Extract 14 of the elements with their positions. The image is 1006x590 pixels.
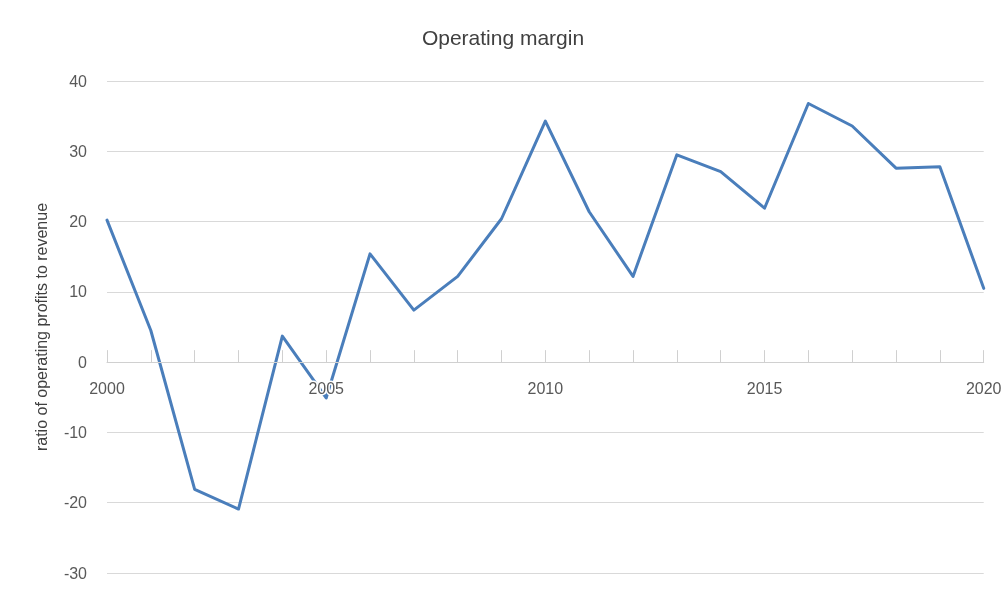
x-tick-label: 2010: [527, 379, 564, 397]
x-tick-label: 2000: [89, 379, 125, 397]
y-tick-label: 10: [69, 283, 88, 301]
y-tick-label: 40: [69, 72, 88, 90]
y-axis-title: ratio of operating profits to revenue: [32, 202, 50, 452]
x-tick-label: 2020: [965, 379, 1002, 397]
y-tick-label: 30: [69, 142, 88, 160]
y-tick-label: 0: [78, 353, 88, 371]
y-tick-label: -20: [63, 494, 88, 512]
y-tick-label: -30: [63, 564, 88, 582]
y-tick-label: 20: [69, 213, 88, 231]
x-tick-label: 2015: [746, 379, 783, 397]
y-tick-label: -10: [63, 423, 88, 441]
chart-title: Operating margin: [421, 26, 585, 49]
